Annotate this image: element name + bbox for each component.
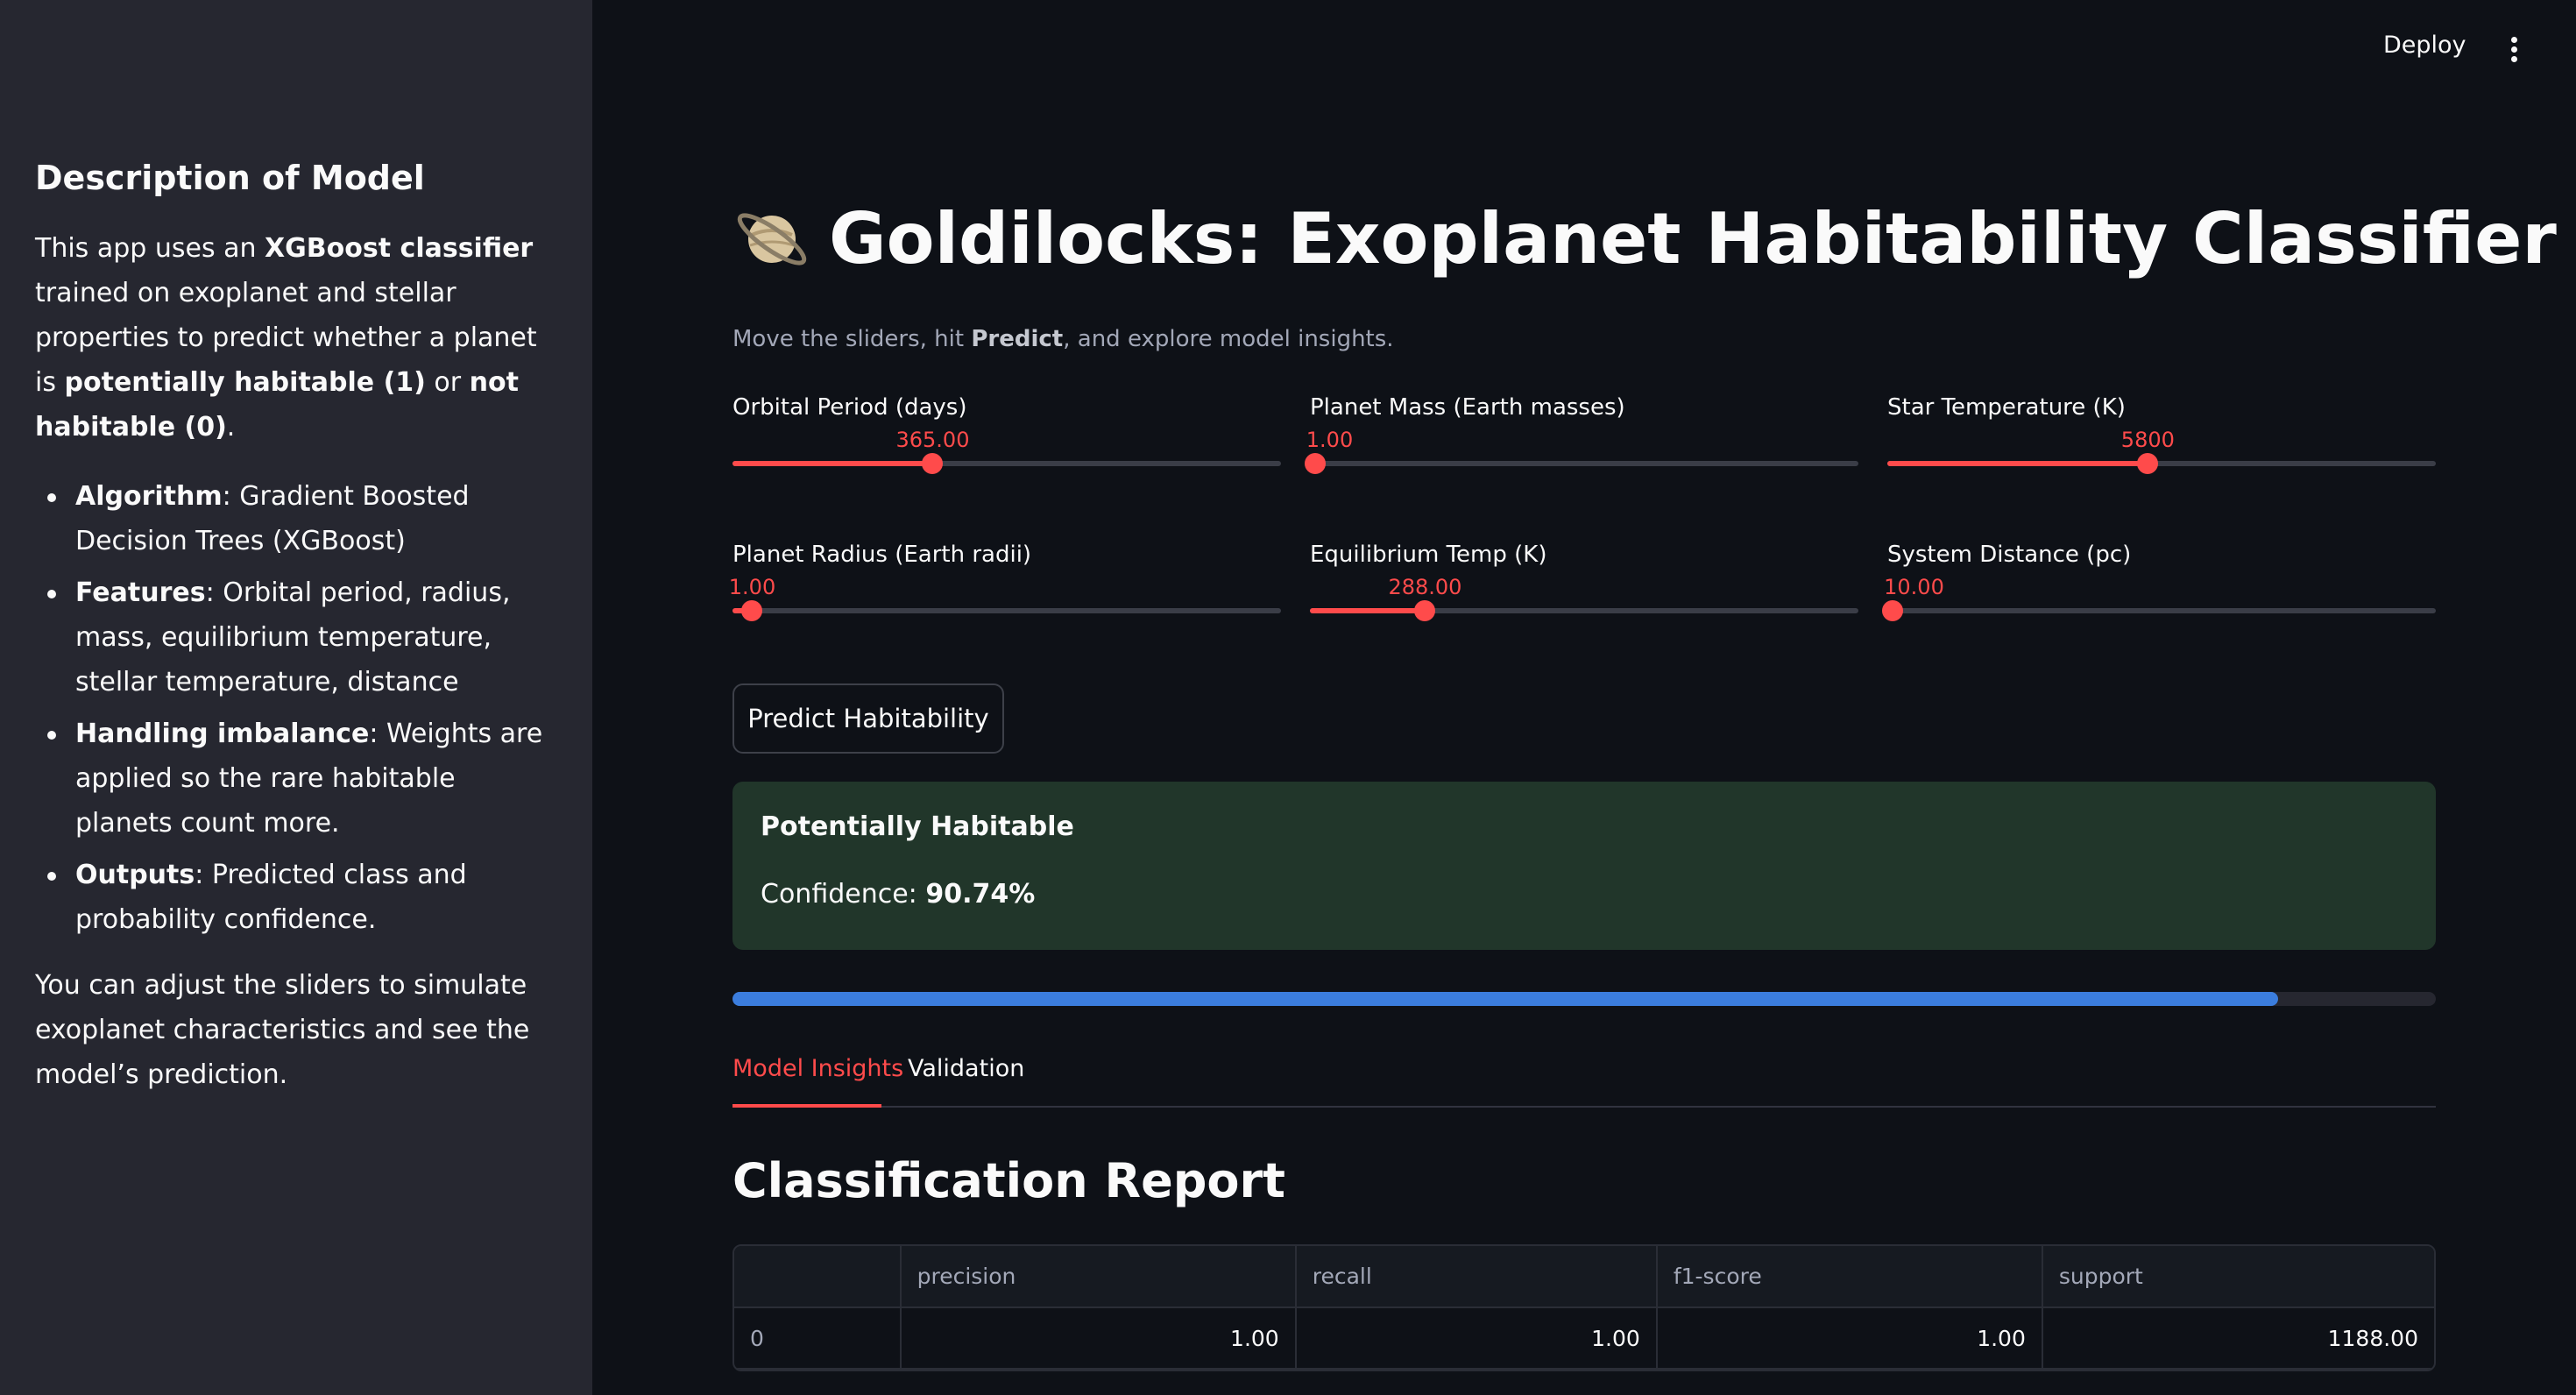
kebab-menu-icon[interactable]	[2511, 37, 2518, 65]
slider-track[interactable]	[732, 461, 1281, 466]
list-item-bold: Features	[75, 577, 206, 608]
table-cell[interactable]: 1.00	[1656, 1307, 2043, 1370]
intro-text-4: .	[226, 412, 236, 443]
list-item-text: : Predicted class and probability confid…	[75, 860, 467, 935]
slider-value: 5800	[2120, 428, 2175, 452]
prediction-confidence: Confidence: 90.74%	[761, 879, 2408, 910]
subtitle-text-1: Move the sliders, hit	[732, 326, 972, 352]
page-title: Goldilocks: Exoplanet Habitability Class…	[829, 198, 2557, 280]
intro-text-1: This app uses an	[35, 233, 265, 264]
slider-label: Planet Mass (Earth masses)	[1310, 394, 1625, 421]
classification-report-title: Classification Report	[732, 1153, 1285, 1208]
slider-fill	[1887, 461, 2148, 466]
predict-habitability-button[interactable]: Predict Habitability	[732, 683, 1004, 754]
slider-label: Equilibrium Temp (K)	[1310, 542, 1547, 568]
subtitle-bold: Predict	[971, 326, 1064, 352]
table-header-row: precision recall f1-score support	[734, 1246, 2434, 1308]
column-header[interactable]	[734, 1246, 902, 1308]
slider-thumb[interactable]	[1414, 600, 1436, 621]
slider-value: 288.00	[1388, 575, 1462, 599]
confidence-progress-bar	[732, 992, 2436, 1006]
sidebar-intro: This app uses an XGBoost classifier trai…	[35, 226, 557, 450]
list-item-text: : Weights are applied so the rare habita…	[75, 719, 543, 839]
sidebar-title: Description of Model	[35, 159, 425, 197]
slider-track[interactable]	[1310, 461, 1858, 466]
slider-value: 10.00	[1884, 575, 1944, 599]
page-subtitle: Move the sliders, hit Predict, and explo…	[732, 326, 1394, 352]
column-header[interactable]: precision	[900, 1246, 1297, 1308]
list-item-bold: Outputs	[75, 860, 195, 890]
column-header[interactable]: recall	[1295, 1246, 1658, 1308]
intro-text-2: trained on exoplanet and stellar propert…	[35, 278, 537, 398]
list-item: Algorithm: Gradient Boosted Decision Tre…	[47, 474, 557, 563]
slider-fill	[1310, 608, 1426, 613]
slider-track[interactable]	[1887, 461, 2436, 466]
slider-label: Planet Radius (Earth radii)	[732, 542, 1032, 568]
list-item-text: : Gradient Boosted Decision Trees (XGBoo…	[75, 481, 470, 556]
subtitle-text-2: , and explore model insights.	[1063, 326, 1394, 352]
slider-track[interactable]	[732, 608, 1281, 613]
orbital-period-slider[interactable]: Orbital Period (days) 365.00	[732, 394, 1281, 491]
slider-track[interactable]	[1887, 608, 2436, 613]
star-temperature-slider[interactable]: Star Temperature (K) 5800	[1887, 394, 2436, 491]
slider-value: 1.00	[728, 575, 776, 599]
slider-thumb[interactable]	[740, 600, 762, 621]
list-item: Handling imbalance: Weights are applied …	[47, 712, 557, 846]
slider-label: Star Temperature (K)	[1887, 394, 2126, 421]
slider-label: System Distance (pc)	[1887, 542, 2132, 568]
prediction-status: Potentially Habitable	[761, 811, 1074, 842]
slider-label: Orbital Period (days)	[732, 394, 967, 421]
table-cell[interactable]: 1.00	[900, 1307, 1297, 1370]
slider-value: 1.00	[1306, 428, 1354, 452]
prediction-result-box: Potentially Habitable Confidence: 90.74%	[732, 782, 2436, 950]
slider-value: 365.00	[895, 428, 970, 452]
deploy-button[interactable]: Deploy	[2383, 32, 2466, 59]
sidebar: Description of Model This app uses an XG…	[0, 0, 592, 1395]
intro-text-3: or	[425, 367, 470, 398]
progress-fill	[732, 992, 2278, 1006]
slider-track[interactable]	[1310, 608, 1858, 613]
list-item-bold: Handling imbalance	[75, 719, 370, 749]
intro-bold-3: not habitable (0)	[35, 367, 519, 443]
confidence-label: Confidence:	[761, 879, 926, 910]
title-row: Goldilocks: Exoplanet Habitability Class…	[732, 198, 2557, 280]
planet-radius-slider[interactable]: Planet Radius (Earth radii) 1.00	[728, 542, 1281, 638]
list-item-bold: Algorithm	[75, 481, 223, 512]
sidebar-outro: You can adjust the sliders to simulate e…	[35, 970, 530, 1090]
ringed-planet-icon	[737, 212, 807, 266]
slider-thumb[interactable]	[2137, 453, 2159, 474]
list-item: Outputs: Predicted class and probability…	[47, 853, 557, 942]
table-cell[interactable]: 1.00	[1295, 1307, 1658, 1370]
sidebar-feature-list: Algorithm: Gradient Boosted Decision Tre…	[35, 474, 557, 942]
system-distance-slider[interactable]: System Distance (pc) 10.00	[1882, 542, 2436, 638]
list-item-text: : Orbital period, radius, mass, equilibr…	[75, 577, 511, 698]
equilibrium-temp-slider[interactable]: Equilibrium Temp (K) 288.00	[1310, 542, 1858, 638]
intro-bold-1: XGBoost classifier	[265, 233, 534, 264]
table-cell[interactable]: 1188.00	[2042, 1307, 2434, 1370]
confidence-value: 90.74%	[925, 879, 1036, 910]
planet-mass-slider[interactable]: Planet Mass (Earth masses) 1.00	[1305, 394, 1858, 491]
tab-validation[interactable]: Validation	[908, 1055, 1025, 1082]
slider-thumb[interactable]	[1882, 600, 1904, 621]
slider-thumb[interactable]	[922, 453, 944, 474]
column-header[interactable]: support	[2042, 1246, 2434, 1308]
table-cell[interactable]: 0	[734, 1307, 902, 1370]
list-item: Features: Orbital period, radius, mass, …	[47, 570, 557, 705]
classification-report-table: precision recall f1-score support 0 1.00…	[732, 1244, 2436, 1371]
column-header[interactable]: f1-score	[1656, 1246, 2043, 1308]
table-row: 0 1.00 1.00 1.00 1188.00	[734, 1307, 2434, 1370]
tab-bar: Model Insights Validation	[732, 1048, 2436, 1108]
active-tab-indicator	[732, 1104, 881, 1108]
slider-thumb[interactable]	[1305, 453, 1327, 474]
intro-bold-2: potentially habitable (1)	[64, 367, 426, 398]
slider-fill	[732, 461, 933, 466]
tab-model-insights[interactable]: Model Insights	[732, 1055, 904, 1082]
